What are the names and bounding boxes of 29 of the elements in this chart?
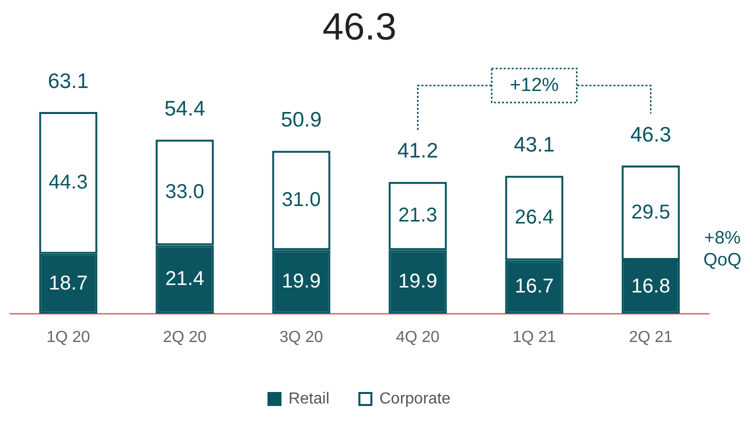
total-label: 63.1 [48,70,89,93]
data-label: 21.3 [398,204,438,226]
x-tick-label: 3Q 20 [279,328,324,346]
legend-label: Retail [288,390,330,408]
data-label: 18.7 [48,272,88,294]
data-label: 19.9 [398,270,438,292]
data-label: 44.3 [48,171,88,194]
annotation: +8% QoQ [703,228,742,270]
x-tick-label: 2Q 20 [162,328,207,346]
data-label: 21.4 [165,268,204,290]
total-label: 41.2 [397,140,438,163]
total-label: 46.3 [630,123,672,146]
text: +12% [510,74,559,96]
data-label: 29.5 [631,201,670,224]
x-tick-label: 1Q 20 [46,328,90,346]
x-tick-label: 2Q 21 [628,328,673,346]
x-tick-label: 1Q 21 [512,328,556,346]
x-tick-label: 4Q 20 [396,328,440,346]
chart-title: 46.3 [322,6,396,48]
total-label: 50.9 [280,108,322,132]
data-label: 26.4 [514,206,554,229]
data-label: 31.0 [282,188,321,211]
data-label: 33.0 [165,180,204,203]
data-label: 16.8 [631,275,670,298]
total-label: 54.4 [164,97,206,120]
data-label: 16.7 [514,276,554,298]
data-label: 19.9 [282,270,321,292]
legend-label: Corporate [379,390,451,408]
total-label: 43.1 [514,134,555,157]
